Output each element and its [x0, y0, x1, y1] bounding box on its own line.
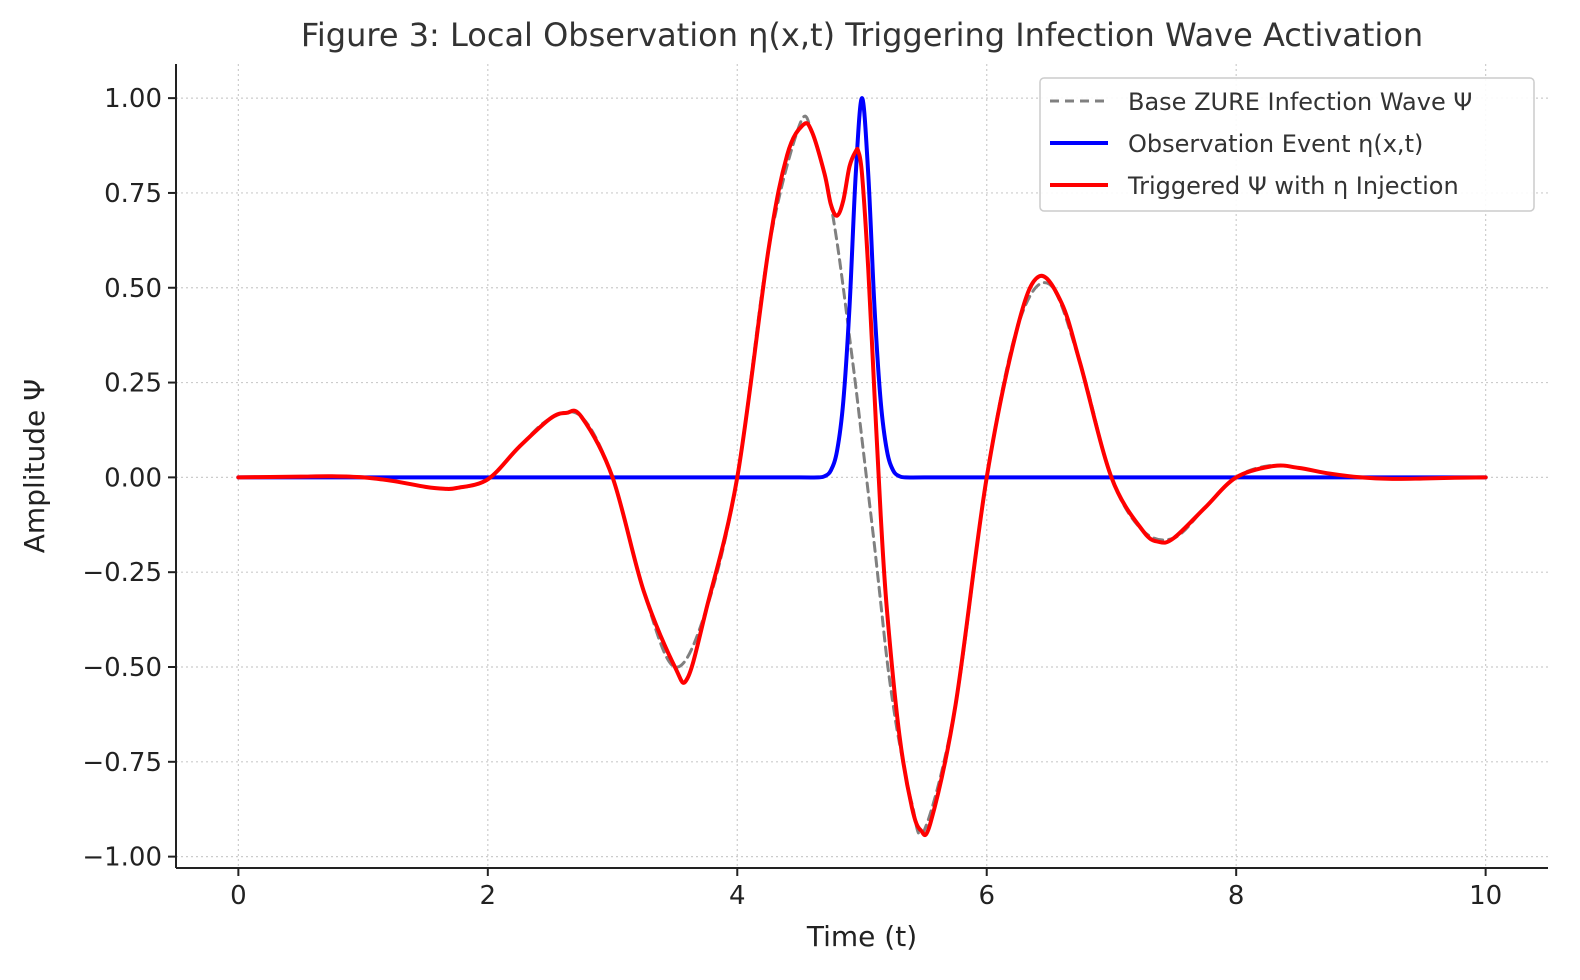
chart-title: Figure 3: Local Observation η(x,t) Trigg…: [301, 16, 1423, 54]
y-tick-label: 0.00: [104, 463, 162, 493]
y-axis-label: Amplitude Ψ: [18, 379, 51, 553]
series-layer: [236, 96, 1488, 838]
x-tick-label: 0: [230, 881, 247, 911]
y-tick-label: −0.75: [82, 748, 162, 778]
legend-label: Triggered Ψ with η Injection: [1127, 172, 1459, 200]
legend-item-observation-event: Observation Event η(x,t): [1050, 130, 1423, 158]
legend-label: Observation Event η(x,t): [1128, 130, 1423, 158]
legend-items: Base ZURE Infection Wave Ψ Observation Ev…: [1050, 88, 1472, 200]
x-tick-label: 2: [480, 881, 497, 911]
y-ticks: 1.00 0.75 0.50 0.25 0.00 −0.25 −0.50 −0.75 −1.00: [82, 84, 176, 873]
x-ticks: 0 2 4 6 8 10: [230, 868, 1502, 911]
legend: Base ZURE Infection Wave Ψ Observation Ev…: [1039, 77, 1535, 212]
legend-item-triggered-wave: Triggered Ψ with η Injection: [1050, 172, 1459, 200]
legend-item-base-wave: Base ZURE Infection Wave Ψ: [1050, 88, 1472, 116]
legend-label: Base ZURE Infection Wave Ψ: [1128, 88, 1472, 116]
x-axis-label: Time (t): [806, 920, 917, 953]
y-tick-label: −0.50: [82, 653, 162, 683]
x-tick-label: 4: [729, 881, 746, 911]
y-tick-label: 0.75: [104, 179, 162, 209]
series-observation-event: [236, 96, 1488, 480]
axes: [175, 64, 1548, 869]
y-tick-label: 1.00: [104, 84, 162, 114]
y-tick-label: 0.25: [104, 369, 162, 399]
legend-box: [1039, 77, 1535, 212]
x-tick-label: 6: [978, 881, 995, 911]
series-triggered-wave: [236, 121, 1488, 838]
x-tick-label: 10: [1469, 881, 1502, 911]
y-tick-label: −0.25: [82, 558, 162, 588]
y-tick-label: 0.50: [104, 274, 162, 304]
x-tick-label: 8: [1228, 881, 1245, 911]
y-tick-label: −1.00: [82, 843, 162, 873]
